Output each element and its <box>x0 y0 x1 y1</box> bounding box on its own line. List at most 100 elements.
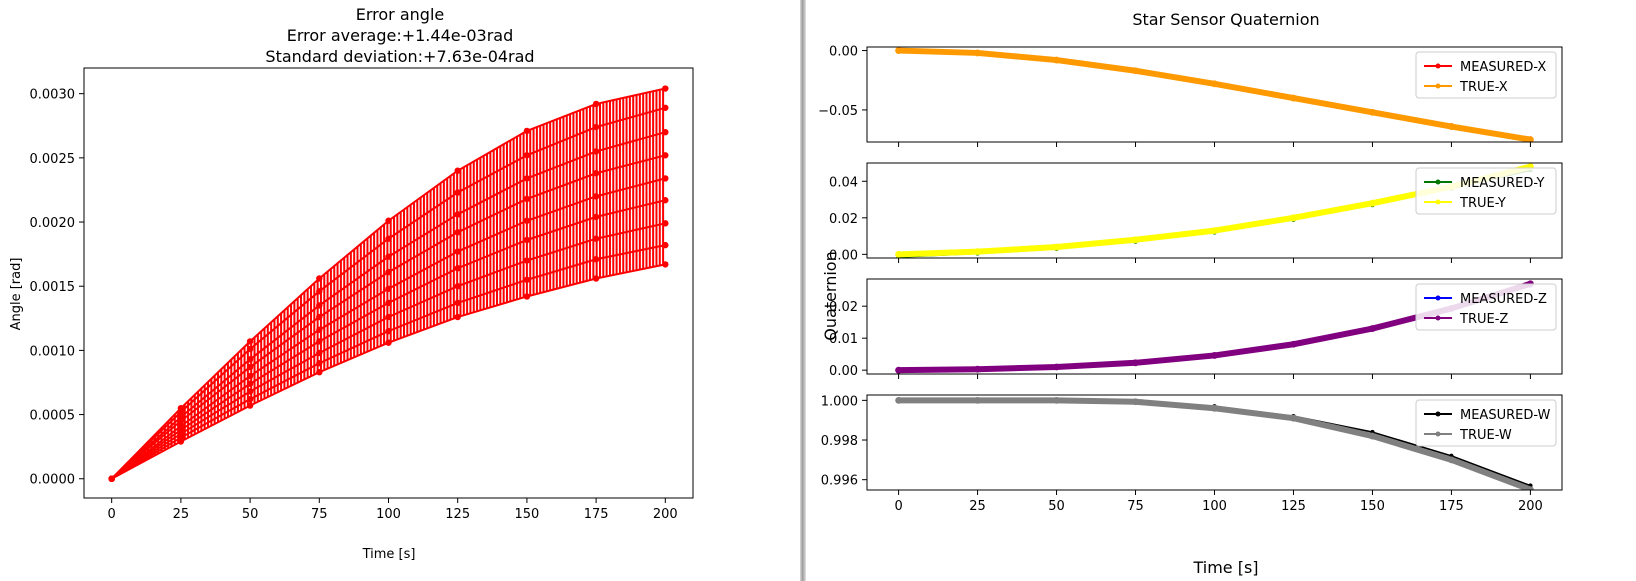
subplot-series-group <box>895 396 1534 490</box>
quaternion-data-point <box>1448 123 1455 130</box>
quaternion-data-point <box>895 250 902 258</box>
y-tick-label: 0.02 <box>829 212 858 227</box>
error-data-point <box>662 197 669 204</box>
quaternion-data-point <box>1132 67 1139 75</box>
error-data-point <box>523 175 531 182</box>
legend-marker-swatch <box>1435 83 1441 89</box>
quaternion-data-point <box>1290 214 1297 222</box>
quaternion-data-point <box>895 396 902 404</box>
error-data-point <box>454 313 461 321</box>
error-data-point <box>385 339 392 346</box>
legend: MEASURED-Y TRUE-Y <box>1415 167 1557 215</box>
window-divider <box>800 0 806 581</box>
quaternion-data-point <box>1132 359 1139 367</box>
quaternion-figure: Star Sensor Quaternion 0.00 −0.05 MEASURED… <box>806 0 1636 581</box>
legend-label: TRUE-Z <box>1459 312 1508 327</box>
error-series-line <box>111 263 666 480</box>
chart-title: Error angle <box>356 5 444 24</box>
quaternion-data-point <box>1132 236 1139 244</box>
legend-label: MEASURED-Z <box>1460 292 1547 307</box>
chart-subtitle-std: Standard deviation:+7.63e-04rad <box>265 47 534 66</box>
error-data-point <box>454 299 461 307</box>
error-data-point <box>592 123 600 131</box>
error-data-point <box>177 408 185 416</box>
x-tick-label: 50 <box>1048 499 1065 514</box>
error-data-point <box>316 338 323 345</box>
y-tick-label: 0.04 <box>829 175 858 190</box>
error-data-point <box>177 438 185 445</box>
quaternion-chart: Star Sensor Quaternion 0.00 −0.05 MEASURED… <box>818 10 1563 577</box>
error-data-point <box>662 220 669 227</box>
quaternion-data-point <box>1290 414 1297 422</box>
error-data-point <box>316 302 323 309</box>
x-tick-label: 75 <box>1127 499 1144 514</box>
legend-marker-swatch <box>1435 63 1441 69</box>
error-data-point <box>316 349 323 357</box>
error-data-point <box>592 213 600 221</box>
error-data-point <box>662 261 669 268</box>
quaternion-data-point <box>1053 396 1060 404</box>
quaternion-data-point <box>1369 432 1376 440</box>
legend-marker-swatch <box>1435 179 1441 185</box>
error-data-point <box>592 256 600 263</box>
legend-marker-swatch <box>1435 295 1441 301</box>
error-data-point <box>246 395 254 403</box>
error-data-point <box>523 293 531 300</box>
x-tick-label: 200 <box>653 507 678 522</box>
y-tick-label: 0.00 <box>829 248 858 263</box>
y-axis-label: Quaternion <box>821 251 840 340</box>
error-data-point <box>316 288 323 295</box>
error-data-point <box>316 275 323 282</box>
legend-label: MEASURED-Y <box>1460 176 1544 191</box>
quaternion-data-point <box>1369 325 1376 332</box>
quaternion-data-point <box>1132 398 1139 406</box>
error-data-point <box>662 104 669 111</box>
y-tick-label: −0.05 <box>818 104 858 119</box>
chart-title: Star Sensor Quaternion <box>1132 10 1319 29</box>
error-angle-chart: Error angle Error average:+1.44e-03rad S… <box>9 5 694 562</box>
quaternion-data-point <box>1369 108 1376 116</box>
x-tick-label: 25 <box>173 507 190 522</box>
legend-marker-swatch <box>1435 315 1441 321</box>
y-tick-label: 0.01 <box>829 332 858 347</box>
error-data-point <box>454 283 461 290</box>
quaternion-data-point <box>974 49 981 57</box>
error-data-point <box>385 235 392 242</box>
quaternion-data-point <box>1053 243 1060 251</box>
error-data-point <box>385 313 392 321</box>
quaternion-data-point <box>1053 363 1060 371</box>
y-tick-label: 0.0030 <box>30 88 76 103</box>
legend-label: TRUE-X <box>1459 80 1508 95</box>
error-data-point <box>454 211 461 218</box>
x-tick-label: 75 <box>311 507 328 522</box>
quaternion-data-point <box>1211 352 1218 359</box>
quaternion-data-point <box>974 396 981 404</box>
error-data-point <box>454 167 461 174</box>
quaternion-data-point <box>895 47 902 54</box>
error-data-point <box>454 265 461 272</box>
y-tick-label: 0.0010 <box>30 344 76 359</box>
quaternion-subplot-2: 0.00 0.02 0.04 MEASURED-Y TRUE-Y <box>829 162 1563 263</box>
quaternion-data-point <box>1211 227 1218 234</box>
error-data-point <box>246 380 254 387</box>
quaternion-data-point <box>1527 136 1534 142</box>
legend-label: MEASURED-W <box>1460 408 1551 423</box>
quaternion-subplots: 0.00 −0.05 MEASURED-X TRUE-X 0.00 0.02 0.04 MEA… <box>818 45 1563 514</box>
error-data-point <box>662 175 669 182</box>
error-data-point <box>523 195 531 203</box>
error-data-point <box>385 253 392 260</box>
y-tick-label: 0.996 <box>821 474 858 489</box>
error-data-point <box>108 475 115 482</box>
x-tick-label: 100 <box>376 507 401 522</box>
quaternion-data-point <box>974 248 981 256</box>
error-data-point <box>592 275 600 282</box>
x-tick-label: 100 <box>1202 499 1227 514</box>
quaternion-data-point <box>1211 404 1218 412</box>
x-tick-label: 175 <box>1439 499 1464 514</box>
chart-subtitle-average: Error average:+1.44e-03rad <box>287 26 514 45</box>
error-series-line <box>111 244 666 480</box>
x-tick-label: 125 <box>445 507 470 522</box>
legend-marker-swatch <box>1435 199 1441 205</box>
y-tick-label: 0.0000 <box>30 473 76 488</box>
y-tick-label: 0.0015 <box>30 280 76 295</box>
